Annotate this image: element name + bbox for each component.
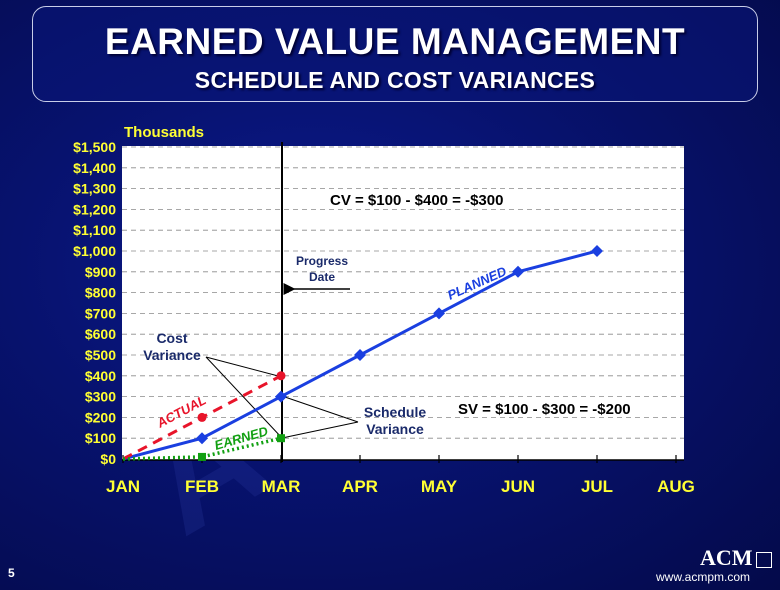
schedule-variance-label-line2: Variance bbox=[366, 421, 424, 437]
acm-logo: ACM bbox=[700, 545, 772, 571]
y-tick-label: $1,200 bbox=[73, 201, 116, 217]
x-tick-label: MAY bbox=[421, 477, 458, 496]
cost-variance-label-line2: Variance bbox=[143, 347, 201, 363]
y-tick-label: $0 bbox=[100, 451, 116, 467]
schedule-variance-label-line1: Schedule bbox=[364, 404, 426, 420]
title-box: EARNED VALUE MANAGEMENT SCHEDULE AND COS… bbox=[32, 6, 758, 102]
plot-area bbox=[122, 146, 684, 460]
data-point-actual bbox=[197, 412, 207, 422]
y-tick-label: $500 bbox=[85, 347, 116, 363]
x-tick-label: AUG bbox=[657, 477, 695, 496]
series-group bbox=[122, 245, 603, 461]
data-point-earned bbox=[277, 434, 285, 443]
data-point-planned bbox=[275, 390, 287, 403]
y-tick-label: $700 bbox=[85, 305, 116, 321]
data-point-planned bbox=[354, 349, 366, 361]
y-axis-label: Thousands bbox=[124, 124, 204, 141]
x-tick-label: JAN bbox=[106, 477, 140, 496]
sv-annotation: SV = $100 - $300 = -$200 bbox=[458, 401, 631, 418]
y-tick-label: $300 bbox=[85, 389, 116, 405]
y-tick-label: $200 bbox=[85, 409, 116, 425]
cv-annotation: CV = $100 - $400 = -$300 bbox=[330, 192, 503, 209]
data-point-planned bbox=[591, 245, 603, 257]
x-tick-label: APR bbox=[342, 477, 378, 496]
y-tick-label: $100 bbox=[85, 430, 116, 446]
y-tick-label: $1,300 bbox=[73, 181, 116, 197]
cost-variance-label-line1: Cost bbox=[156, 330, 187, 346]
variance-leader-lines bbox=[205, 356, 359, 439]
cost-leader-bottom bbox=[205, 356, 283, 439]
y-tick-label: $1,000 bbox=[73, 243, 116, 259]
data-point-planned bbox=[512, 265, 524, 278]
y-tick-label: $1,100 bbox=[73, 222, 116, 238]
logo-mark-icon bbox=[755, 551, 772, 568]
gridlines bbox=[122, 146, 684, 463]
y-tick-label: $400 bbox=[85, 368, 116, 384]
data-point-planned bbox=[196, 432, 208, 445]
data-point-earned bbox=[198, 452, 206, 461]
series-line-earned bbox=[122, 436, 282, 461]
schedule-leader-bottom bbox=[281, 421, 359, 439]
y-tick-label: $800 bbox=[85, 285, 116, 301]
schedule-leader-top bbox=[281, 395, 359, 423]
x-tick-label: FEB bbox=[185, 477, 219, 496]
x-tick-labels: JAN FEB MAR APR MAY JUN JUL AUG bbox=[106, 477, 695, 496]
y-tick-label: $900 bbox=[85, 264, 116, 280]
page-title: EARNED VALUE MANAGEMENT bbox=[104, 21, 686, 62]
cost-leader-top bbox=[205, 356, 283, 378]
data-point-planned bbox=[433, 307, 445, 320]
y-tick-label: $600 bbox=[85, 326, 116, 342]
x-tick-label: JUL bbox=[581, 477, 613, 496]
logo-text: ACM bbox=[700, 545, 753, 570]
slide-number: 5 bbox=[8, 566, 15, 580]
progress-label-line2: Date bbox=[309, 270, 335, 284]
x-tick-label: MAR bbox=[262, 477, 301, 496]
page-subtitle: SCHEDULE AND COST VARIANCES bbox=[194, 67, 596, 93]
y-tick-labels: $0 $100 $200 $300 $400 $500 $600 $700 $800 $900 $1… bbox=[73, 139, 116, 467]
data-point-actual bbox=[276, 371, 286, 381]
progress-label-line1: Progress bbox=[296, 254, 348, 268]
y-tick-label: $1,500 bbox=[73, 139, 116, 155]
y-tick-label: $1,400 bbox=[73, 160, 116, 176]
x-tick-label: JUN bbox=[501, 477, 535, 496]
footer-url: www.acmpm.com bbox=[656, 570, 751, 584]
